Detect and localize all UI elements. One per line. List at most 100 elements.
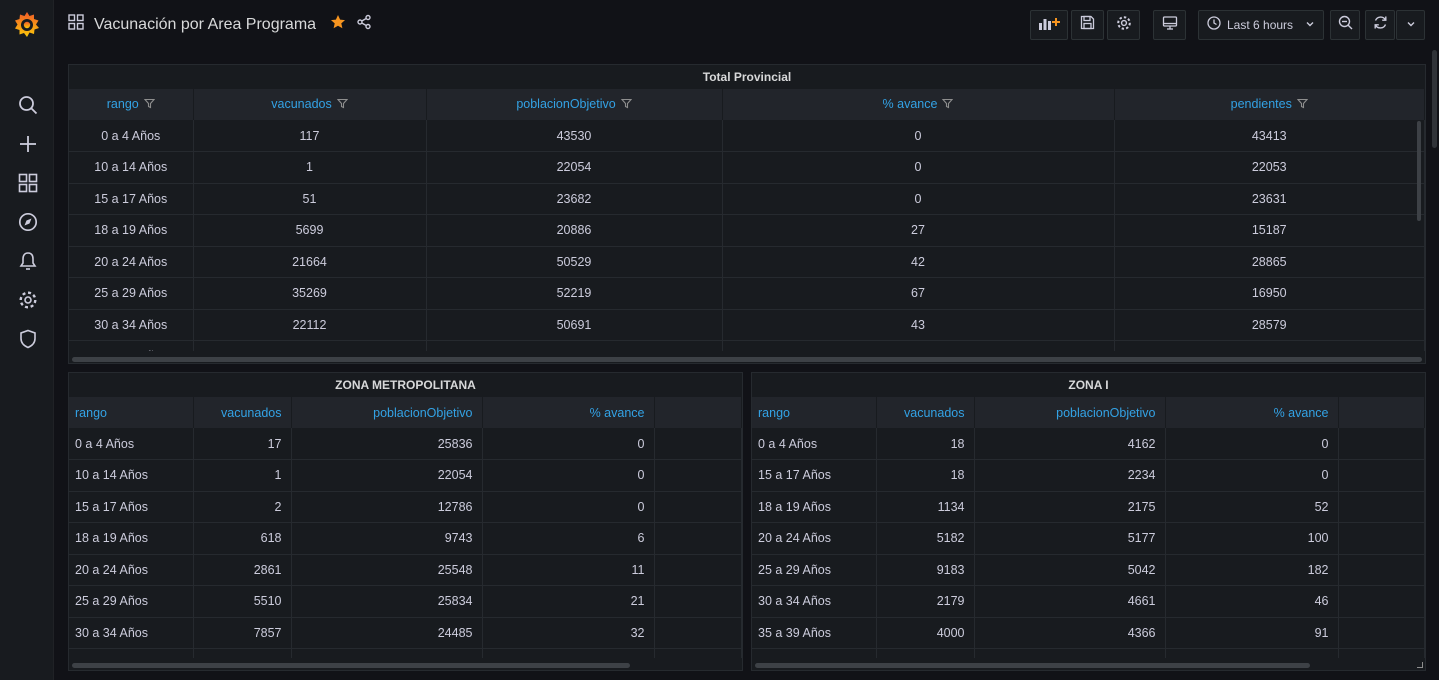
column-header-pendientes[interactable]: pendientes [1114, 89, 1425, 120]
add-panel-button[interactable] [1030, 10, 1068, 40]
cell-rango: 30 a 34 Años [752, 585, 877, 618]
cell-vacunados: 35269 [193, 277, 427, 310]
cell-avance: 27 [722, 214, 1115, 247]
cell-poblacion-objetivo: 2175 [974, 491, 1166, 523]
zoom-out-icon [1338, 15, 1353, 35]
cell-avance: 32 [482, 617, 655, 649]
cell-empty [654, 459, 742, 492]
cell-vacunados: 22112 [193, 309, 427, 341]
cell-avance: 11 [482, 554, 655, 586]
horizontal-scrollbar[interactable] [72, 357, 1422, 362]
cell-rango: 10 a 14 Años [69, 151, 194, 184]
table-row: 30 a 34 Años 2179 4661 46 [752, 585, 1425, 618]
panel-title[interactable]: Total Provincial [702, 70, 792, 84]
search-icon[interactable] [17, 94, 39, 116]
cell-rango: 15 a 17 Años [752, 459, 877, 492]
cell-empty [654, 617, 742, 649]
cell-vacunados: 17 [193, 428, 292, 460]
cell-avance: 0 [482, 428, 655, 460]
cell-avance: 0 [482, 459, 655, 492]
cell-avance: 100 [1165, 522, 1339, 555]
cell-vacunados: 4000 [876, 617, 975, 649]
table-row: 0 a 4 Años 18 4162 0 [752, 428, 1425, 460]
column-header-poblacion-objetivo[interactable]: poblacionObjetivo [291, 397, 483, 428]
cell-poblacion-objetivo: 5177 [974, 522, 1166, 555]
column-header-poblacion-objetivo[interactable]: poblacionObjetivo [426, 89, 723, 120]
cell-avance: 0 [1165, 459, 1339, 492]
cell-poblacion-objetivo: 52219 [426, 277, 723, 310]
column-header-avance[interactable]: % avance [482, 397, 655, 428]
table-row: 20 a 24 Años 2861 25548 11 [69, 554, 742, 586]
cell-avance: 52 [1165, 491, 1339, 523]
plus-icon[interactable] [17, 133, 39, 155]
dashboard-settings-button[interactable] [1107, 10, 1140, 40]
dashboard-title[interactable]: Vacunación por Area Programa [94, 15, 317, 33]
table-row: 30 a 34 Años 22112 50691 43 28579 [69, 309, 1425, 341]
cell-avance: 43 [722, 309, 1115, 341]
cell-pendientes: 23631 [1114, 183, 1425, 215]
cell-avance: 0 [1165, 428, 1339, 460]
share-icon[interactable] [356, 14, 372, 35]
horizontal-scrollbar[interactable] [755, 663, 1310, 668]
save-icon [1080, 15, 1095, 35]
panel-title[interactable]: ZONA I [1068, 378, 1109, 392]
resize-handle-icon[interactable] [1417, 662, 1423, 668]
grafana-logo-icon[interactable] [12, 10, 42, 40]
refresh-interval-button[interactable] [1396, 10, 1425, 40]
explore-icon[interactable] [17, 211, 39, 233]
table-row: 25 a 29 Años 9183 5042 182 [752, 554, 1425, 586]
cell-poblacion-objetivo: 20886 [426, 214, 723, 247]
cell-rango: 10 a 14 Años [69, 459, 194, 492]
cell-pendientes: 28865 [1114, 246, 1425, 278]
column-header-vacunados[interactable]: vacunados [193, 397, 292, 428]
cell-empty [654, 428, 742, 460]
column-header-avance[interactable]: % avance [1165, 397, 1339, 428]
dashboards-icon[interactable] [17, 172, 39, 194]
filter-icon[interactable] [336, 98, 348, 112]
vertical-scrollbar[interactable] [1417, 121, 1421, 221]
cell-vacunados: 618 [193, 522, 292, 555]
column-header-rango[interactable]: rango [69, 397, 194, 428]
column-header-poblacion-objetivo[interactable]: poblacionObjetivo [974, 397, 1166, 428]
table-row: 10 a 14 Años 1 22054 0 [69, 459, 742, 492]
cell-rango: 25 a 29 Años [752, 554, 877, 586]
cell-poblacion-objetivo: 2234 [974, 459, 1166, 492]
filter-icon[interactable] [1296, 98, 1309, 112]
table-row: 18 a 19 Años 1134 2175 52 [752, 491, 1425, 523]
column-header-vacunados[interactable]: vacunados [876, 397, 975, 428]
zoom-out-button[interactable] [1330, 10, 1360, 40]
column-header-avance[interactable]: % avance [722, 89, 1115, 120]
column-header-vacunados[interactable]: vacunados [193, 89, 427, 120]
cell-poblacion-objetivo: 22054 [426, 151, 723, 184]
column-header-rango[interactable]: rango [69, 89, 194, 120]
time-picker-button[interactable]: Last 6 hours [1198, 10, 1324, 40]
cell-poblacion-objetivo: 4661 [974, 585, 1166, 618]
cell-poblacion-objetivo: 25548 [291, 554, 483, 586]
filter-icon[interactable] [143, 98, 155, 112]
save-dashboard-button[interactable] [1071, 10, 1104, 40]
horizontal-scrollbar[interactable] [72, 663, 630, 668]
panel-total-provincial: Total Provincial rango vacunados poblaci… [68, 64, 1426, 364]
cell-pendientes: 22053 [1114, 151, 1425, 184]
cell-poblacion-objetivo: 22054 [291, 459, 483, 492]
cell-rango: 20 a 24 Años [69, 246, 194, 278]
cell-vacunados: 5510 [193, 585, 292, 618]
filter-icon[interactable] [942, 98, 954, 112]
filter-icon[interactable] [620, 98, 632, 112]
cell-vacunados: 5182 [876, 522, 975, 555]
tv-mode-button[interactable] [1153, 10, 1186, 40]
star-icon[interactable] [330, 14, 346, 35]
shield-icon[interactable] [17, 328, 39, 350]
configuration-icon[interactable] [17, 289, 39, 311]
alerting-icon[interactable] [17, 250, 39, 272]
panel-title[interactable]: ZONA METROPOLITANA [335, 378, 476, 392]
refresh-button[interactable] [1365, 10, 1395, 40]
cell-poblacion-objetivo: 50529 [426, 246, 723, 278]
table-row: 20 a 24 Años 5182 5177 100 [752, 522, 1425, 555]
total-table: rango vacunados poblacionObjetivo % avan… [69, 89, 1425, 363]
cell-rango: 0 a 4 Años [69, 428, 194, 460]
cell-empty [654, 585, 742, 618]
cell-vacunados: 2179 [876, 585, 975, 618]
column-header-rango[interactable]: rango [752, 397, 877, 428]
page-scrollbar[interactable] [1432, 50, 1437, 148]
